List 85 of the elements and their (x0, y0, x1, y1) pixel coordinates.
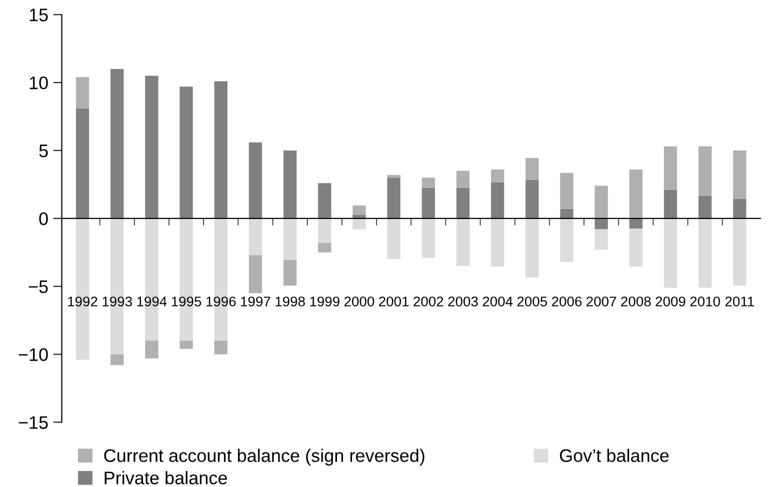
legend-label: Current account balance (sign reversed) (104, 448, 424, 466)
y-tick-label: 0 (39, 212, 48, 226)
x-tick-label: 2004 (482, 296, 513, 306)
bar (180, 86, 193, 218)
bar (318, 218, 332, 243)
bar (594, 186, 608, 218)
bar (283, 218, 297, 260)
y-tick-label: 5 (39, 144, 48, 158)
bar (594, 229, 608, 250)
bar (629, 228, 642, 267)
bar (110, 68, 124, 218)
y-tick-label: −15 (18, 416, 48, 429)
bar (422, 188, 435, 218)
x-tick-label: 2002 (414, 296, 444, 306)
x-tick-label: 2010 (690, 296, 720, 306)
bar (387, 178, 400, 218)
bar (248, 142, 262, 218)
bar (180, 340, 193, 349)
x-tick-label: 1994 (137, 296, 167, 306)
bar (76, 77, 90, 108)
bar (560, 218, 574, 262)
bar (733, 198, 746, 218)
bar (526, 218, 539, 278)
x-tick-label: 1999 (310, 296, 340, 306)
bar (76, 108, 90, 218)
bar (664, 218, 678, 288)
bar (283, 260, 297, 286)
bar (664, 146, 678, 190)
bar (110, 354, 124, 366)
bar (248, 218, 262, 256)
bar (490, 170, 504, 182)
bar (526, 180, 539, 218)
bar (629, 218, 642, 229)
x-tick-label: 1992 (68, 296, 98, 306)
bar (387, 218, 400, 260)
x-tick-label: 2001 (379, 296, 409, 306)
x-tick-label: 2003 (448, 296, 478, 306)
bar (456, 218, 470, 266)
x-tick-label: 2005 (517, 296, 548, 306)
y-tick-label: 10 (30, 76, 48, 90)
bar (422, 218, 435, 258)
bar (145, 76, 158, 218)
y-tick-label: −5 (28, 280, 48, 294)
x-tick-label: 2008 (621, 296, 651, 306)
bar (214, 81, 228, 218)
y-tick-label: −10 (18, 348, 48, 362)
x-tick-label: 2006 (552, 296, 582, 306)
bar (352, 218, 366, 230)
bar (456, 188, 470, 218)
bar (248, 255, 262, 294)
bar (422, 178, 435, 188)
bar (318, 183, 332, 218)
bar (352, 206, 366, 216)
bar (526, 158, 539, 180)
bar (594, 218, 608, 230)
bar (352, 215, 366, 218)
bar (214, 340, 228, 354)
legend-label: Gov’t balance (560, 448, 669, 462)
x-tick-label: 1993 (102, 296, 132, 306)
bar (145, 340, 158, 358)
y-tick-label: 15 (30, 8, 48, 22)
bar (560, 208, 574, 218)
bar (283, 150, 297, 218)
x-tick-label: 1998 (276, 296, 305, 306)
bar (698, 218, 712, 288)
x-tick-label: 1995 (172, 296, 202, 306)
x-tick-label: 2009 (656, 296, 686, 306)
bar (318, 242, 332, 252)
bar (733, 218, 746, 286)
bar (387, 174, 400, 178)
x-tick-label: 2007 (586, 296, 616, 306)
x-tick-label: 1996 (206, 296, 236, 306)
bar (664, 190, 678, 218)
bar (490, 218, 504, 267)
bar (560, 172, 574, 209)
x-tick-label: 2011 (725, 296, 754, 306)
x-tick-label: 1997 (241, 296, 270, 306)
bar (629, 170, 642, 218)
legend-label: Private balance (104, 471, 227, 484)
bar (733, 150, 746, 199)
bar (490, 182, 504, 218)
bar (456, 170, 470, 188)
bar (698, 196, 712, 218)
x-tick-label: 2000 (344, 296, 374, 306)
bar (698, 146, 712, 196)
